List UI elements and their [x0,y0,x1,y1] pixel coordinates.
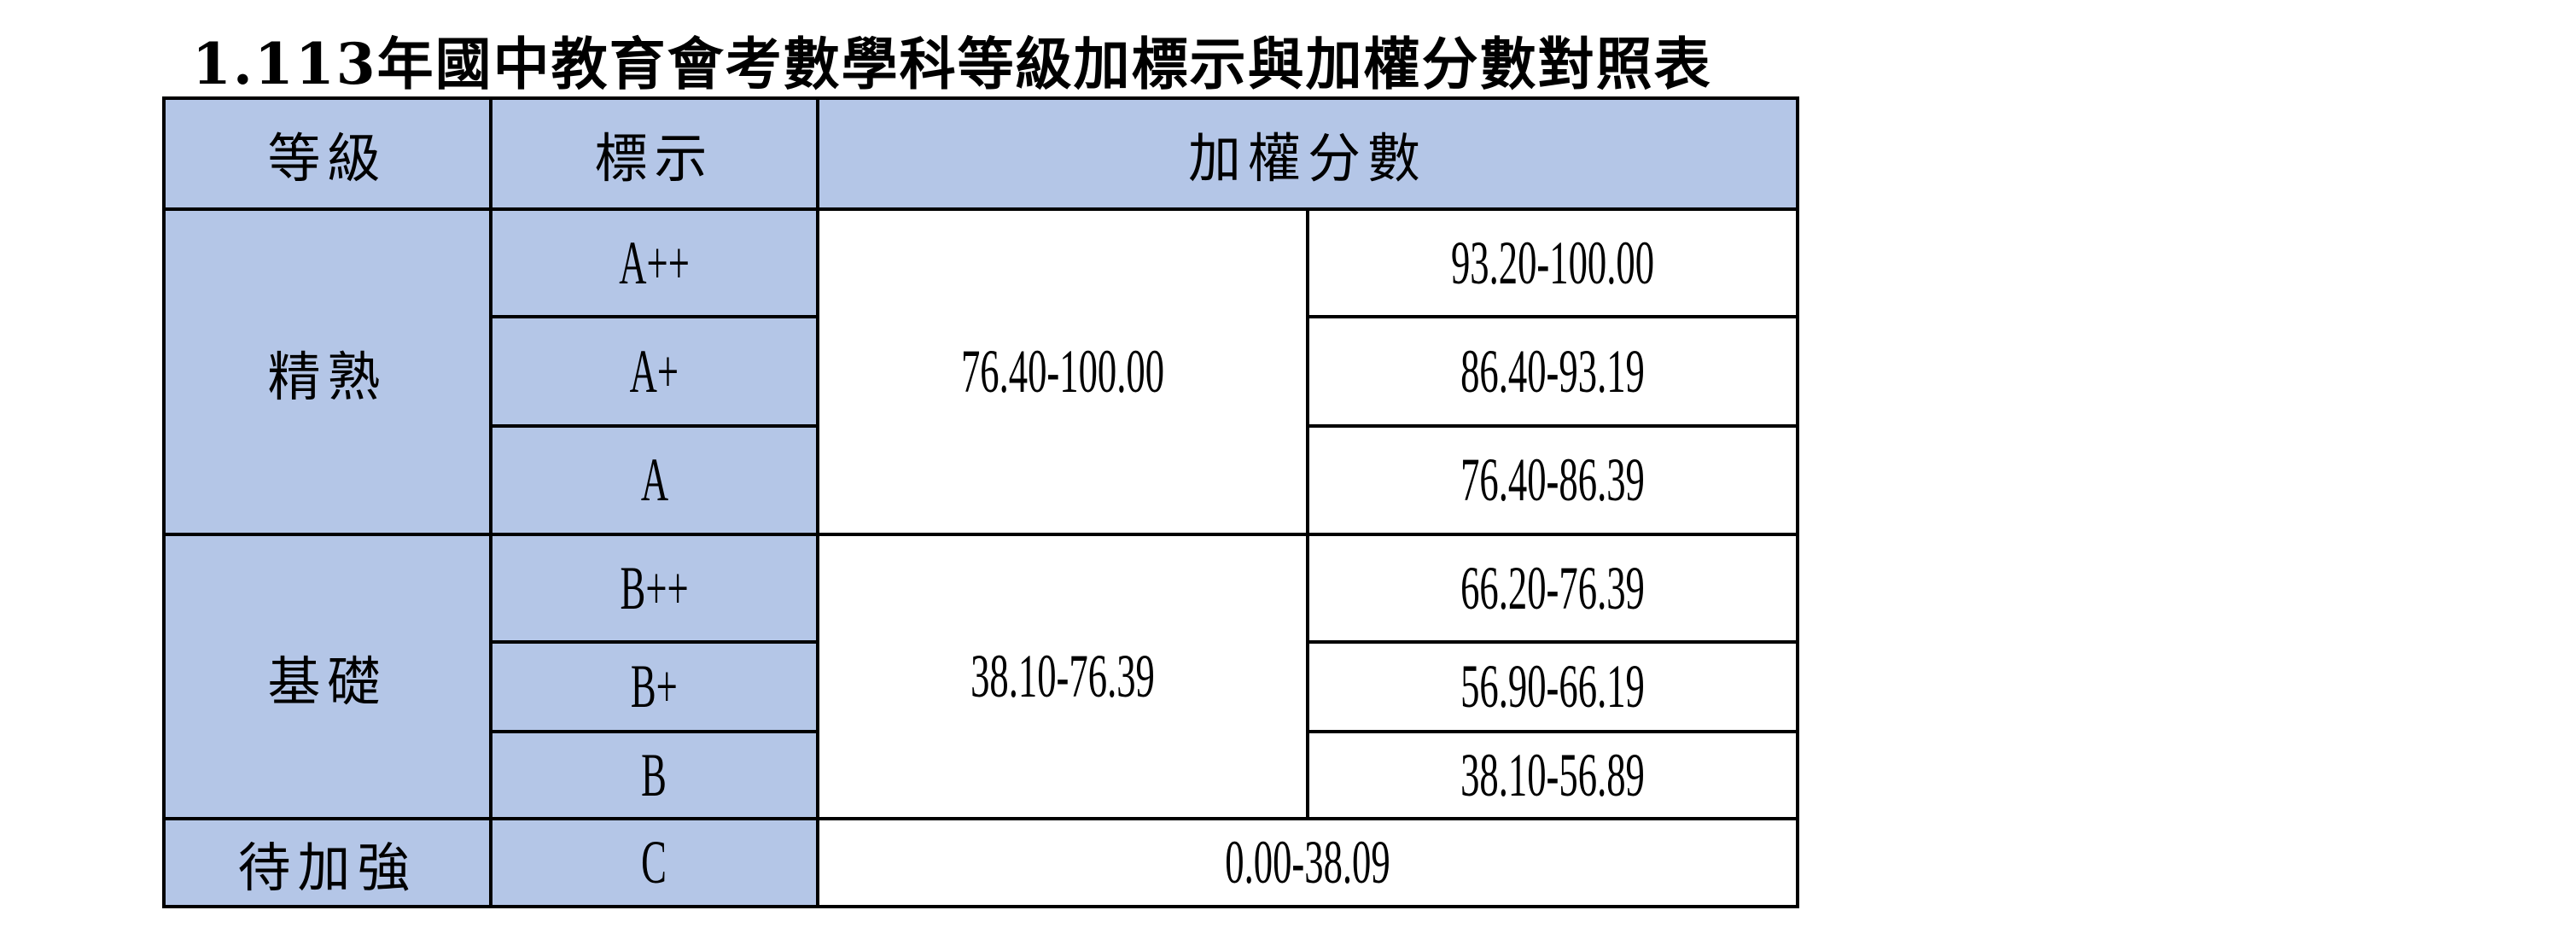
range-text: 0.00-38.09 [1225,828,1390,896]
score-text: 38.10-56.89 [1460,740,1645,809]
score-text: 76.40-86.39 [1460,446,1645,514]
range-cell: 0.00-38.09 [816,817,1799,908]
score-cell: 76.40-86.39 [1306,424,1799,536]
score-cell: 86.40-93.19 [1306,315,1799,428]
mark-cell: A [489,424,819,536]
mark-text: B++ [620,553,689,622]
level-text: 精熟 [267,345,388,408]
mark-cell: B [489,730,819,820]
header-text: 加權分數 [1187,127,1427,190]
mark-cell: B++ [489,533,819,644]
score-text: 56.90-66.19 [1460,652,1645,721]
level-cell: 基礎 [162,533,492,820]
mark-cell: A+ [489,315,819,428]
mark-text: A [640,446,668,514]
score-cell: 56.90-66.19 [1306,640,1799,733]
mark-text: B+ [631,652,678,721]
page-title: 1.113年國中教育會考數學科等級加標示與加權分數對照表 [192,31,1712,97]
score-cell: 38.10-56.89 [1306,730,1799,820]
score-text: 93.20-100.00 [1450,228,1655,297]
score-text: 66.20-76.39 [1460,553,1645,622]
mark-cell: A++ [489,207,819,318]
range-text: 76.40-100.00 [960,337,1165,405]
mark-text: B [641,740,667,809]
header-text: 標示 [594,127,714,190]
level-cell: 待加強 [162,817,492,908]
header-level: 等級 [162,96,492,211]
mark-text: C [641,828,667,896]
score-cell: 93.20-100.00 [1306,207,1799,318]
mark-text: A+ [629,336,679,405]
header-text: 等級 [267,127,388,190]
range-text: 38.10-76.39 [970,642,1155,710]
score-cell: 66.20-76.39 [1306,533,1799,644]
level-text: 基礎 [267,650,388,713]
header-score: 加權分數 [816,96,1799,211]
range-cell: 38.10-76.39 [816,533,1309,820]
range-cell: 76.40-100.00 [816,207,1309,536]
mark-cell: C [489,817,819,908]
mark-cell: B+ [489,640,819,733]
header-mark: 標示 [489,96,819,211]
score-text: 86.40-93.19 [1460,336,1645,405]
level-cell: 精熟 [162,207,492,536]
mark-text: A++ [619,228,690,297]
level-text: 待加強 [237,836,417,899]
